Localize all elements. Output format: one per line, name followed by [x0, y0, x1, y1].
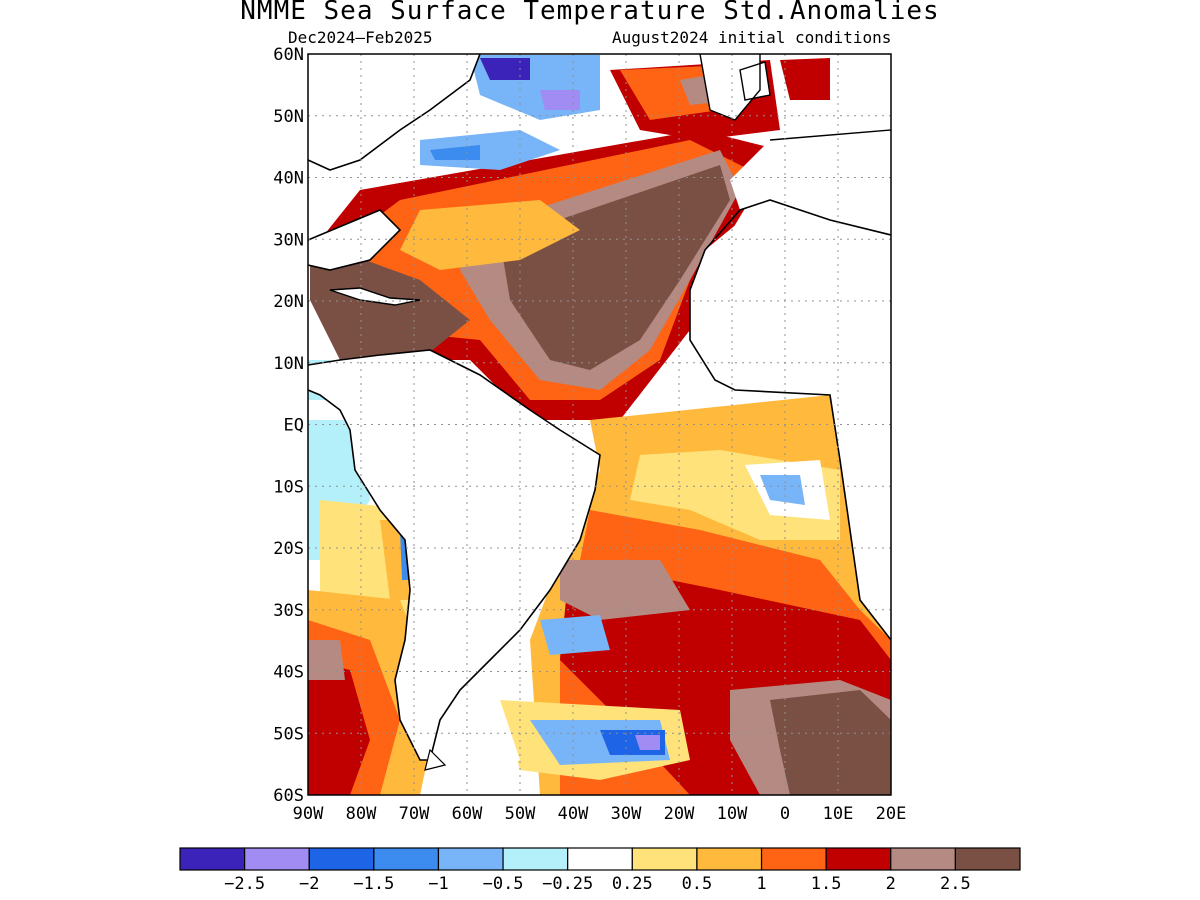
lat-label: 20S	[273, 539, 304, 559]
colorbar-label: −2.5	[224, 874, 265, 894]
forecast-period: Dec2024–Feb2025	[288, 28, 433, 47]
lat-label: 20N	[273, 292, 304, 312]
colorbar-bin	[825, 847, 892, 871]
colorbar: −2.5 −2 −1.5 −1 −0.5 −0.25 0.25 0.5 1 1.5 2 2.5	[179, 847, 1021, 894]
colorbar-label: 2	[886, 874, 896, 894]
colorbar-label: 1	[756, 874, 766, 894]
colorbar-bin	[567, 847, 633, 871]
lon-label: 90W	[293, 804, 324, 824]
colorbar-bin	[502, 847, 569, 871]
lon-label: 0	[780, 804, 790, 824]
lat-label: 60N	[273, 45, 304, 65]
lat-label: 30N	[273, 230, 304, 250]
lat-label: 50S	[273, 724, 304, 744]
colorbar-bin	[373, 847, 440, 871]
lat-label: 50N	[273, 107, 304, 127]
lat-label: 40N	[273, 169, 304, 189]
lon-label: 10E	[823, 804, 854, 824]
latitude-labels: 60N 50N 40N 30N 20N 10N EQ 10S 20S 30S 40S 50S 60S	[273, 45, 304, 806]
initial-conditions: August2024 initial conditions	[612, 28, 892, 47]
colorbar-bin	[437, 847, 504, 871]
colorbar-label: 1.5	[811, 874, 842, 894]
colorbar-bin	[890, 847, 956, 871]
colorbar-label: −0.5	[483, 874, 524, 894]
lon-label: 10W	[717, 804, 748, 824]
colorbar-label: −1.5	[353, 874, 394, 894]
colorbar-label: 0.25	[612, 874, 653, 894]
colorbar-bin	[244, 847, 310, 871]
colorbar-label: 0.5	[682, 874, 713, 894]
colorbar-bin	[954, 847, 1021, 871]
lon-label: 40W	[558, 804, 589, 824]
colorbar-label: −0.25	[542, 874, 593, 894]
lon-label: 20W	[664, 804, 695, 824]
colorbar-bin	[308, 847, 375, 871]
lat-label: 30S	[273, 601, 304, 621]
lon-label: 20E	[876, 804, 907, 824]
colorbar-bin	[179, 847, 246, 871]
map-title: NMME Sea Surface Temperature Std.Anomali…	[240, 0, 940, 26]
lon-label: 30W	[611, 804, 642, 824]
colorbar-bin	[760, 847, 827, 871]
sst-anomaly-field	[308, 54, 891, 795]
lon-label: 50W	[505, 804, 536, 824]
lon-label: 80W	[346, 804, 377, 824]
lat-label: EQ	[284, 416, 304, 436]
lon-label: 70W	[399, 804, 430, 824]
longitude-labels: 90W 80W 70W 60W 50W 40W 30W 20W 10W 0 10E 20E	[293, 804, 907, 824]
lat-label: 60S	[273, 786, 304, 806]
lat-lon-grid	[308, 54, 891, 795]
lat-label: 40S	[273, 663, 304, 683]
colorbar-bin	[631, 847, 698, 871]
plot-frame	[307, 53, 892, 796]
colorbar-label: −1	[428, 874, 448, 894]
colorbar-label: 2.5	[940, 874, 971, 894]
colorbar-label: −2	[299, 874, 319, 894]
lat-label: 10S	[273, 477, 304, 497]
lon-label: 60W	[452, 804, 483, 824]
colorbar-bin	[696, 847, 763, 871]
lat-label: 10N	[273, 354, 304, 374]
